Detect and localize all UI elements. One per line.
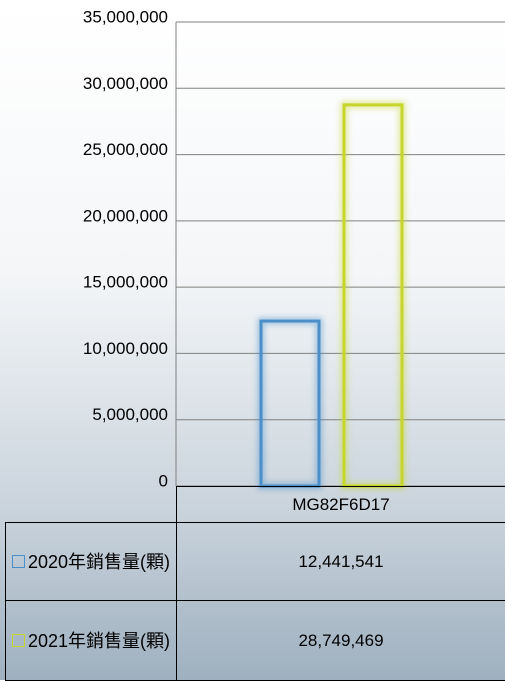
bar-glow [257,317,323,490]
bar [259,319,321,488]
y-tick-label: 10,000,000 [83,339,168,358]
table-header-cell: MG82F6D17 [176,486,505,523]
y-tick-label: 5,000,000 [92,405,168,424]
legend-marker [11,554,25,568]
legend-label: 2021年銷售量(顆) [27,630,171,651]
y-tick-label: 35,000,000 [83,7,168,26]
legend-cell: 2021年銷售量(顆) [5,600,177,681]
y-tick-label: 0 [159,471,168,490]
legend-label: 2020年銷售量(顆) [27,551,171,572]
table-value-cell: 28,749,469 [176,600,505,681]
y-tick-label: 25,000,000 [83,140,168,159]
y-tick-label: 15,000,000 [83,273,168,292]
bar-glow [340,101,406,490]
legend-marker [11,633,25,647]
legend-entry: 2021年銷售量(顆) [11,629,171,653]
table-value-cell: 12,441,541 [176,522,505,601]
y-tick-label: 30,000,000 [83,74,168,93]
legend-entry: 2020年銷售量(顆) [11,550,171,574]
y-tick-label: 20,000,000 [83,206,168,225]
bar [342,103,404,488]
legend-cell: 2020年銷售量(顆) [5,522,177,601]
